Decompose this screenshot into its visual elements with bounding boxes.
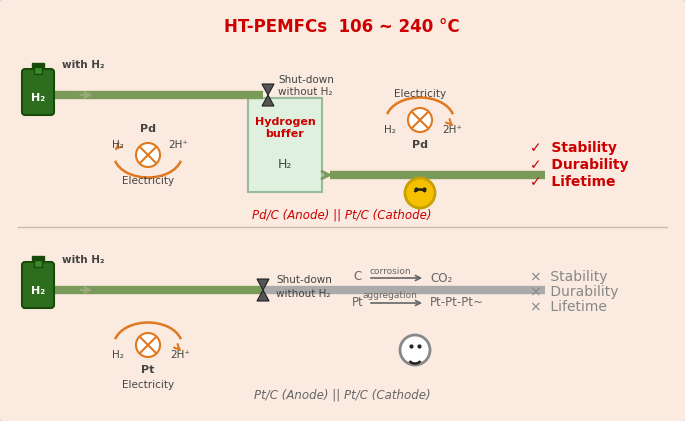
Text: HT-PEMFCs  106 ~ 240 °C: HT-PEMFCs 106 ~ 240 °C xyxy=(224,18,460,36)
Polygon shape xyxy=(262,84,274,95)
Text: ✓  Lifetime: ✓ Lifetime xyxy=(530,175,616,189)
Text: 2H⁺: 2H⁺ xyxy=(170,350,190,360)
Text: without H₂: without H₂ xyxy=(276,289,330,299)
Polygon shape xyxy=(257,290,269,301)
Text: Pt: Pt xyxy=(352,296,364,309)
Text: 2H⁺: 2H⁺ xyxy=(168,140,188,150)
Circle shape xyxy=(400,335,430,365)
Circle shape xyxy=(136,333,160,357)
Text: Pt-Pt-Pt~: Pt-Pt-Pt~ xyxy=(430,296,484,309)
Text: aggregation: aggregation xyxy=(362,291,417,301)
Text: Pd/C (Anode) || Pt/C (Cathode): Pd/C (Anode) || Pt/C (Cathode) xyxy=(252,208,432,221)
Text: Pd: Pd xyxy=(412,140,428,150)
Polygon shape xyxy=(257,279,269,290)
Text: ✓  Stability: ✓ Stability xyxy=(530,141,617,155)
Text: ×  Lifetime: × Lifetime xyxy=(530,300,607,314)
Bar xyxy=(32,63,44,67)
Text: C: C xyxy=(354,271,362,283)
Polygon shape xyxy=(262,95,274,106)
Bar xyxy=(34,259,42,267)
Text: with H₂: with H₂ xyxy=(62,60,105,70)
Text: with H₂: with H₂ xyxy=(62,255,105,265)
Text: 2H⁺: 2H⁺ xyxy=(442,125,462,135)
Text: CO₂: CO₂ xyxy=(430,272,452,285)
Bar xyxy=(32,256,44,260)
Text: Electricity: Electricity xyxy=(394,89,446,99)
Text: Shut-down: Shut-down xyxy=(276,275,332,285)
Text: H₂: H₂ xyxy=(112,140,124,150)
Text: H₂: H₂ xyxy=(31,93,45,103)
Text: Electricity: Electricity xyxy=(122,380,174,390)
Circle shape xyxy=(136,143,160,167)
FancyBboxPatch shape xyxy=(22,69,54,115)
FancyBboxPatch shape xyxy=(248,98,322,192)
Circle shape xyxy=(408,108,432,132)
Text: H₂: H₂ xyxy=(278,158,292,171)
Text: corrosion: corrosion xyxy=(369,266,411,275)
Text: ×  Durability: × Durability xyxy=(530,285,619,299)
Text: H₂: H₂ xyxy=(31,286,45,296)
Text: H₂: H₂ xyxy=(384,125,396,135)
Text: Electricity: Electricity xyxy=(122,176,174,186)
Text: Hydrogen
buffer: Hydrogen buffer xyxy=(255,117,315,139)
Text: Pt/C (Anode) || Pt/C (Cathode): Pt/C (Anode) || Pt/C (Cathode) xyxy=(253,389,430,402)
Bar xyxy=(34,66,42,74)
Text: Shut-down: Shut-down xyxy=(278,75,334,85)
Text: without H₂: without H₂ xyxy=(278,87,332,97)
Circle shape xyxy=(405,178,435,208)
Text: Pt: Pt xyxy=(141,365,155,375)
Text: ✓  Durability: ✓ Durability xyxy=(530,158,629,172)
Text: Pd: Pd xyxy=(140,124,156,134)
FancyBboxPatch shape xyxy=(22,262,54,308)
Text: ×  Stability: × Stability xyxy=(530,270,608,284)
Text: H₂: H₂ xyxy=(112,350,124,360)
